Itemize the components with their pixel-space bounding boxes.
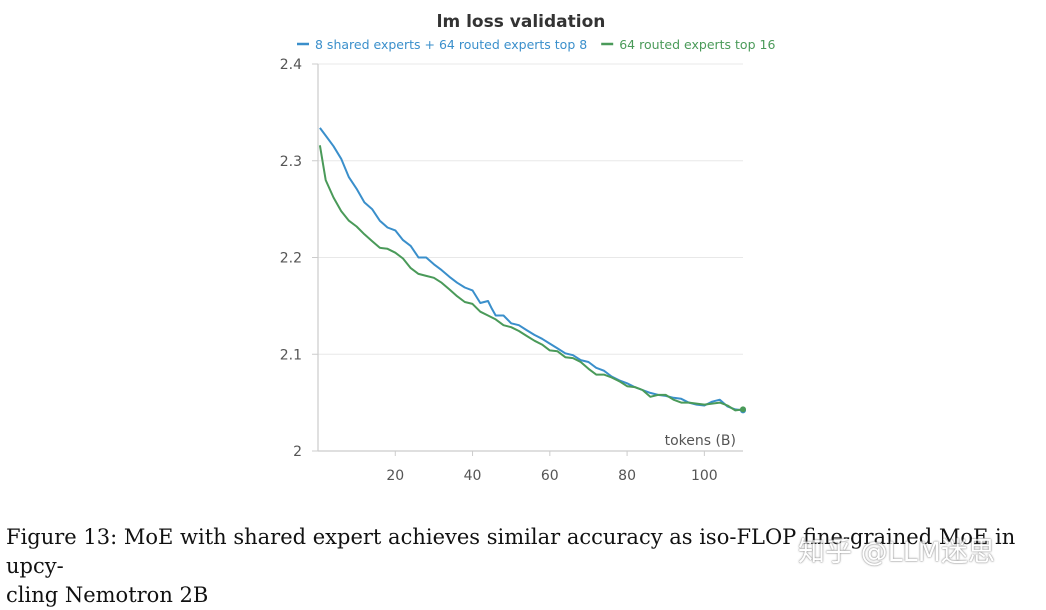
y-tick-label: 2.3 <box>280 154 302 170</box>
y-tick-label: 2.1 <box>280 347 302 363</box>
y-tick-label: 2.2 <box>280 251 302 267</box>
grid-lines <box>318 63 743 355</box>
y-tick-label: 2.4 <box>280 57 302 73</box>
figure-caption: Figure 13: MoE with shared expert achiev… <box>6 525 1016 607</box>
x-axis-label: tokens (B) <box>665 433 736 449</box>
legend-item-1: 8 shared experts + 64 routed experts top… <box>297 37 587 52</box>
legend-label: 8 shared experts + 64 routed experts top… <box>315 37 587 52</box>
x-tick-label: 20 <box>386 468 404 484</box>
x-axis-ticks: 20 40 60 80 100 <box>386 451 718 484</box>
series-end-marker <box>740 406 746 413</box>
series-line-1 <box>319 127 744 412</box>
series-line-2 <box>318 145 744 412</box>
series-lines <box>318 127 746 414</box>
chart-figure: lm loss validation 8 shared experts + 64… <box>280 12 776 484</box>
x-tick-label: 100 <box>691 468 718 484</box>
chart-title: lm loss validation <box>437 12 606 32</box>
y-tick-label: 2 <box>293 444 302 460</box>
y-axis-ticks: 2 2.1 2.2 2.3 2.4 <box>280 57 318 460</box>
legend-item-2: 64 routed experts top 16 <box>601 37 775 52</box>
legend-label: 64 routed experts top 16 <box>619 37 775 52</box>
legend: 8 shared experts + 64 routed experts top… <box>297 37 775 52</box>
x-tick-label: 40 <box>464 468 482 484</box>
x-tick-label: 80 <box>618 468 636 484</box>
x-tick-label: 60 <box>541 468 559 484</box>
